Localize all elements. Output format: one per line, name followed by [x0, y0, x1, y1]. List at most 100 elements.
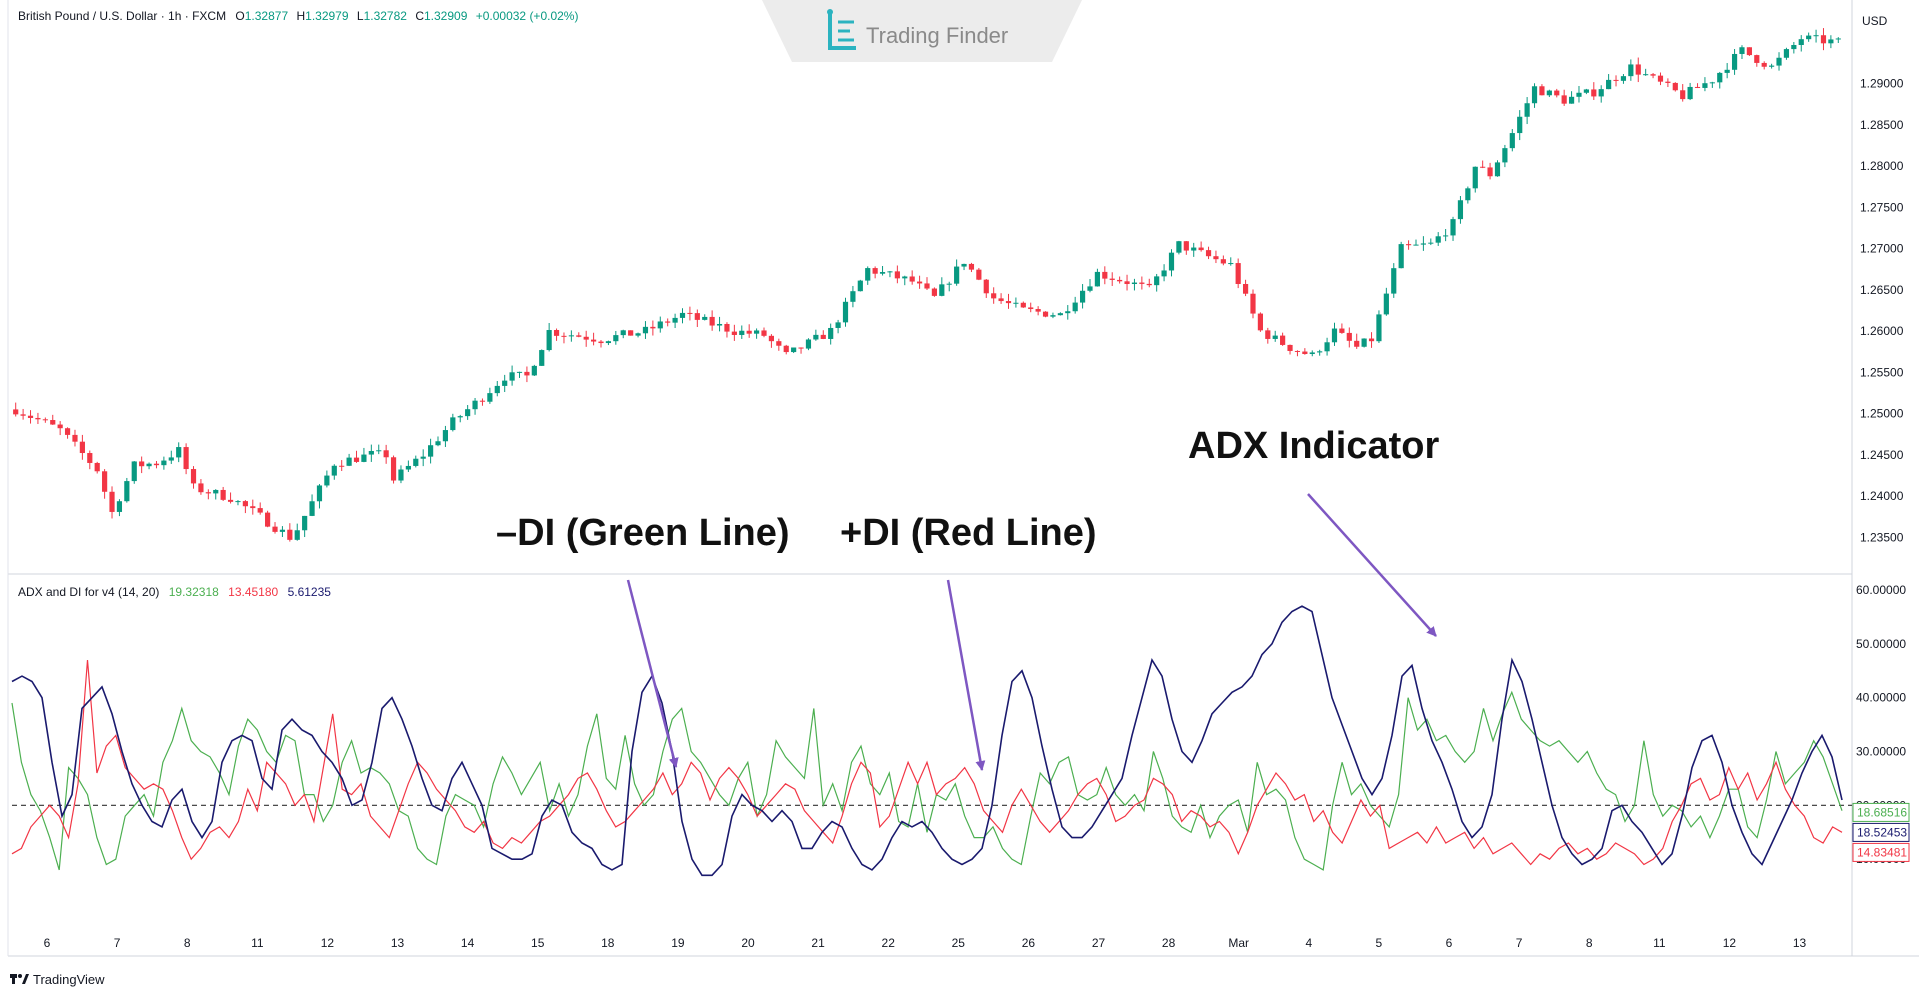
candle-body: [1591, 89, 1597, 97]
candle-body: [879, 272, 886, 274]
last-value-labels: 18.68516 18.52453 14.83481: [1852, 802, 1910, 862]
candle-body: [1613, 79, 1619, 81]
candle-body: [235, 501, 241, 503]
candle-body: [1606, 79, 1612, 90]
candle-body: [1383, 293, 1389, 315]
candle-body: [998, 298, 1004, 302]
candle-body: [731, 331, 737, 335]
candle-body: [1346, 332, 1352, 341]
time-tick-label: 13: [391, 936, 405, 950]
candle-body: [828, 327, 834, 339]
time-tick-label: 14: [461, 936, 475, 950]
candle-body: [516, 371, 523, 373]
candle-body: [931, 288, 938, 296]
candle-body: [761, 330, 767, 336]
candle-body: [1524, 103, 1530, 117]
candle-body: [716, 323, 723, 326]
candle-body: [1539, 86, 1545, 96]
candle-body: [1042, 311, 1049, 317]
candle-body: [1398, 244, 1404, 269]
candle-body: [27, 415, 34, 418]
candle-body: [561, 335, 567, 337]
candle-body: [457, 416, 463, 418]
adx-annotation: ADX Indicator: [1188, 425, 1439, 467]
price-tick-label: 1.29000: [1860, 77, 1904, 91]
candle-body: [1820, 35, 1827, 44]
currency-label[interactable]: USD: [1862, 14, 1888, 28]
last-value-label: 14.83481: [1852, 842, 1910, 862]
time-tick-label: 13: [1793, 936, 1807, 950]
svg-text:18.52453: 18.52453: [1857, 825, 1907, 839]
candle-body: [1183, 241, 1189, 251]
candle-body: [754, 330, 760, 334]
time-tick-label: 28: [1162, 936, 1176, 950]
candle-body: [257, 508, 263, 513]
candle-body: [679, 312, 686, 318]
candle-body: [1391, 268, 1397, 294]
indicator-legend[interactable]: ADX and DI for v4 (14, 20) 19.32318 13.4…: [18, 585, 331, 599]
candle-body: [524, 371, 530, 376]
tradingview-brand[interactable]: TradingView: [33, 972, 105, 987]
candle-body: [672, 317, 678, 323]
candle-body: [1687, 86, 1693, 100]
time-tick-label: 21: [811, 936, 825, 950]
candle-body: [1754, 55, 1760, 63]
price-tick-label: 1.25000: [1860, 407, 1904, 421]
candle-body: [1457, 200, 1464, 220]
candle-body: [494, 385, 500, 394]
candle-body: [1354, 340, 1360, 347]
plus-di-arrow: [946, 579, 986, 771]
candle-body: [220, 489, 226, 500]
candle-body: [442, 430, 449, 442]
candle-body: [1361, 338, 1367, 347]
candle-body: [776, 341, 782, 346]
candle-body: [1242, 283, 1249, 294]
time-tick-label: 27: [1092, 936, 1106, 950]
candle-body: [1583, 89, 1589, 93]
time-tick-label: 7: [1516, 936, 1523, 950]
candle-body: [1235, 263, 1241, 284]
candle-body: [1620, 76, 1627, 81]
candle-body: [887, 271, 893, 273]
candle-body: [1198, 247, 1204, 251]
candle-body: [227, 499, 234, 502]
candle-body: [1220, 259, 1226, 264]
candle-body: [909, 276, 915, 282]
indicator-series: [11, 605, 1843, 877]
candle-body: [976, 269, 982, 280]
time-tick-label: 11: [1653, 936, 1666, 950]
candle-body: [894, 271, 900, 279]
tradingview-logo-icon: [10, 974, 29, 984]
time-tick-label: 7: [114, 936, 121, 950]
candle-body: [665, 321, 671, 323]
candle-body: [746, 330, 752, 334]
currency-box[interactable]: [1853, 8, 1899, 32]
candle-body: [539, 350, 545, 366]
symbol-title[interactable]: British Pound / U.S. Dollar · 1h · FXCM …: [18, 9, 578, 23]
candle-body: [1709, 82, 1715, 84]
candle-body: [872, 268, 878, 274]
candle-body: [1065, 311, 1071, 314]
candle-body: [583, 336, 589, 340]
time-tick-label: 19: [671, 936, 685, 950]
candle-body: [1806, 35, 1812, 40]
time-tick-label: 26: [1022, 936, 1036, 950]
candle-body: [820, 334, 826, 339]
plus-di-annotation: +DI (Red Line): [840, 512, 1097, 554]
time-axis: 6 7 8 11 12 13 14 15 18 19 20 21 22 25 26 27 28 Mar 4 5 6 7 8 1…: [44, 936, 1807, 950]
last-value-label: 18.68516: [1852, 802, 1910, 822]
candle-body: [198, 483, 204, 493]
price-tick-label: 1.24000: [1860, 489, 1904, 503]
candle-body: [1094, 271, 1100, 287]
candle-body: [961, 263, 967, 267]
candle-body: [553, 330, 560, 336]
candle-body: [1168, 252, 1175, 271]
candle-body: [390, 457, 397, 481]
candle-body: [1465, 188, 1471, 201]
candle-body: [87, 453, 93, 463]
candle-body: [79, 441, 85, 454]
candle-body: [131, 461, 137, 482]
price-tick-label: 1.28000: [1860, 159, 1904, 173]
candle-body: [1672, 82, 1678, 91]
